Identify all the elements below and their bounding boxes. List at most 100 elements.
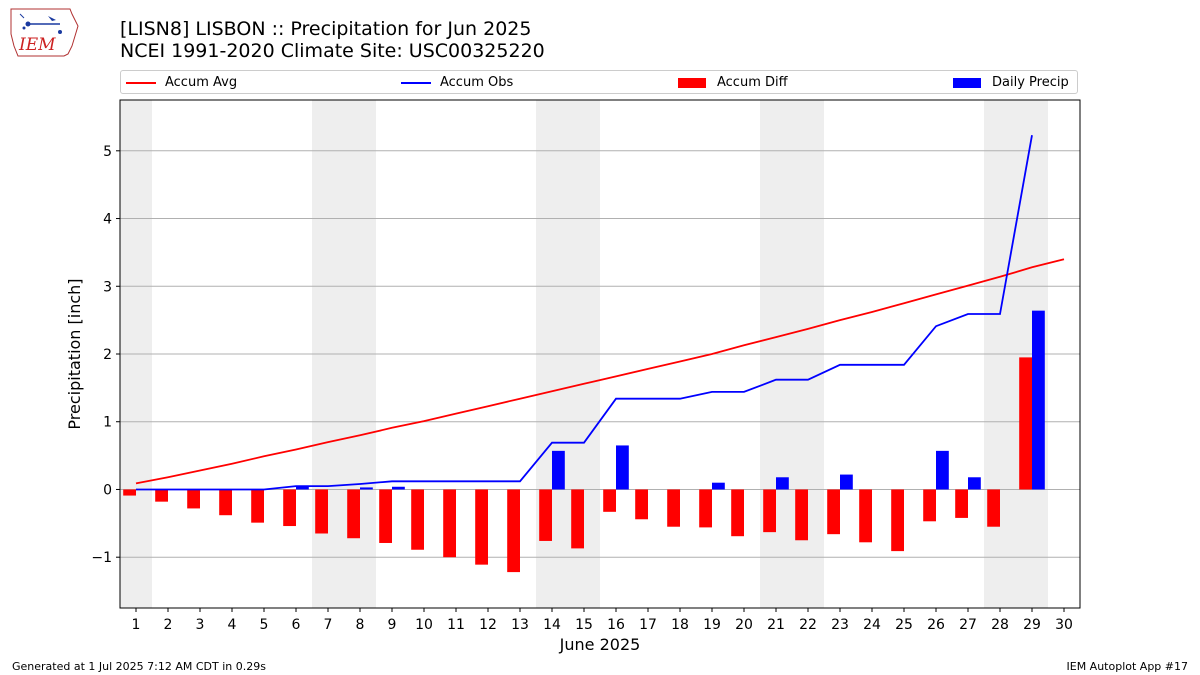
x-tick-label: 18 bbox=[671, 617, 689, 633]
bar-daily-precip bbox=[936, 450, 949, 490]
bar-accum-diff bbox=[475, 489, 488, 565]
bar-daily-precip bbox=[712, 482, 725, 490]
x-tick-label: 3 bbox=[196, 617, 205, 633]
x-tick-label: 24 bbox=[863, 617, 881, 633]
y-tick-label: 3 bbox=[103, 279, 112, 295]
y-tick-label: 2 bbox=[103, 347, 112, 363]
bar-accum-diff bbox=[699, 489, 712, 528]
bar-daily-precip bbox=[968, 477, 981, 490]
x-axis-label: June 2025 bbox=[559, 635, 641, 654]
chart-title: [LISN8] LISBON :: Precipitation for Jun … bbox=[120, 18, 532, 40]
x-tick-label: 4 bbox=[228, 617, 237, 633]
x-tick-label: 23 bbox=[831, 617, 849, 633]
x-tick-label: 11 bbox=[447, 617, 465, 633]
bar-accum-diff bbox=[827, 489, 840, 535]
x-tick-label: 22 bbox=[799, 617, 817, 633]
x-tick-label: 21 bbox=[767, 617, 785, 633]
bar-accum-diff bbox=[123, 489, 136, 496]
bar-accum-diff bbox=[251, 489, 264, 523]
footer-generated: Generated at 1 Jul 2025 7:12 AM CDT in 0… bbox=[12, 660, 266, 673]
bar-accum-diff bbox=[155, 489, 168, 502]
iem-iowa-logo-icon: IEM bbox=[10, 8, 79, 57]
legend-accum-avg-label: Accum Avg bbox=[165, 75, 238, 90]
chart-legend: Accum Avg Accum Obs Accum Diff Daily Pre… bbox=[120, 70, 1078, 94]
y-tick-label: 0 bbox=[103, 482, 112, 498]
bar-accum-diff bbox=[411, 489, 424, 550]
legend-daily-precip-swatch bbox=[953, 77, 981, 88]
x-tick-label: 9 bbox=[388, 617, 397, 633]
bar-accum-diff bbox=[795, 489, 808, 541]
y-tick-label: 5 bbox=[103, 144, 112, 160]
bar-daily-precip bbox=[552, 450, 565, 490]
x-tick-label: 19 bbox=[703, 617, 721, 633]
x-tick-label: 6 bbox=[292, 617, 301, 633]
bar-accum-diff bbox=[219, 489, 232, 516]
bar-accum-diff bbox=[955, 489, 968, 518]
x-tick-label: 1 bbox=[132, 617, 141, 633]
bar-accum-diff bbox=[539, 489, 552, 541]
bar-accum-diff bbox=[443, 489, 456, 558]
bar-accum-diff bbox=[315, 489, 328, 534]
footer-app: IEM Autoplot App #17 bbox=[1066, 660, 1189, 673]
legend-accum-avg-swatch bbox=[126, 81, 156, 84]
legend-accum-obs-label: Accum Obs bbox=[440, 75, 514, 90]
bar-accum-diff bbox=[347, 489, 360, 539]
bar-daily-precip bbox=[840, 474, 853, 490]
x-tick-label: 30 bbox=[1055, 617, 1073, 633]
y-axis-label: Precipitation [inch] bbox=[65, 278, 84, 429]
line-accum-obs bbox=[136, 135, 1033, 491]
bar-daily-precip bbox=[296, 486, 309, 490]
bar-accum-diff bbox=[731, 489, 744, 537]
bar-accum-diff bbox=[859, 489, 872, 543]
x-tick-label: 17 bbox=[639, 617, 657, 633]
bar-accum-diff bbox=[571, 489, 584, 549]
x-tick-label: 12 bbox=[479, 617, 497, 633]
legend-accum-obs-swatch bbox=[401, 81, 431, 84]
legend-daily-precip-label: Daily Precip bbox=[992, 75, 1069, 90]
x-tick-label: 2 bbox=[164, 617, 173, 633]
x-tick-label: 13 bbox=[511, 617, 529, 633]
x-tick-label: 10 bbox=[415, 617, 433, 633]
x-tick-label: 28 bbox=[991, 617, 1009, 633]
bar-accum-diff bbox=[891, 489, 904, 552]
y-tick-label: 4 bbox=[103, 212, 112, 228]
x-tick-label: 26 bbox=[927, 617, 945, 633]
bar-accum-diff bbox=[763, 489, 776, 533]
x-tick-label: 25 bbox=[895, 617, 913, 633]
x-tick-label: 20 bbox=[735, 617, 753, 633]
legend-daily-precip: Daily Precip bbox=[953, 74, 1069, 92]
bar-accum-diff bbox=[283, 489, 296, 527]
bar-accum-diff bbox=[603, 489, 616, 512]
y-tick-label: −1 bbox=[91, 550, 112, 566]
plot-frame bbox=[119, 99, 1081, 609]
x-tick-label: 15 bbox=[575, 617, 593, 633]
bar-accum-diff bbox=[923, 489, 936, 522]
x-tick-label: 14 bbox=[543, 617, 561, 633]
bar-daily-precip bbox=[392, 486, 405, 490]
x-tick-label: 27 bbox=[959, 617, 977, 633]
bar-accum-diff bbox=[635, 489, 648, 520]
x-tick-label: 7 bbox=[324, 617, 333, 633]
bar-daily-precip bbox=[776, 477, 789, 490]
logo-text: IEM bbox=[18, 35, 56, 55]
x-tick-label: 8 bbox=[356, 617, 365, 633]
y-tick-label: 1 bbox=[103, 415, 112, 431]
bar-accum-diff bbox=[379, 489, 392, 543]
bar-daily-precip bbox=[1032, 310, 1045, 490]
x-tick-label: 29 bbox=[1023, 617, 1041, 633]
bar-daily-precip bbox=[360, 487, 373, 490]
chart-subtitle: NCEI 1991-2020 Climate Site: USC00325220 bbox=[120, 40, 545, 62]
x-tick-label: 5 bbox=[260, 617, 269, 633]
legend-accum-diff: Accum Diff bbox=[678, 74, 788, 92]
bar-accum-diff bbox=[1019, 357, 1032, 490]
legend-accum-obs: Accum Obs bbox=[401, 74, 513, 92]
bar-accum-diff bbox=[667, 489, 680, 527]
bar-accum-diff bbox=[187, 489, 200, 509]
x-tick-label: 16 bbox=[607, 617, 625, 633]
legend-accum-avg: Accum Avg bbox=[126, 74, 237, 92]
line-accum-avg bbox=[135, 258, 1065, 485]
legend-accum-diff-swatch bbox=[678, 77, 706, 88]
bar-daily-precip bbox=[616, 445, 629, 490]
legend-accum-diff-label: Accum Diff bbox=[717, 75, 788, 90]
